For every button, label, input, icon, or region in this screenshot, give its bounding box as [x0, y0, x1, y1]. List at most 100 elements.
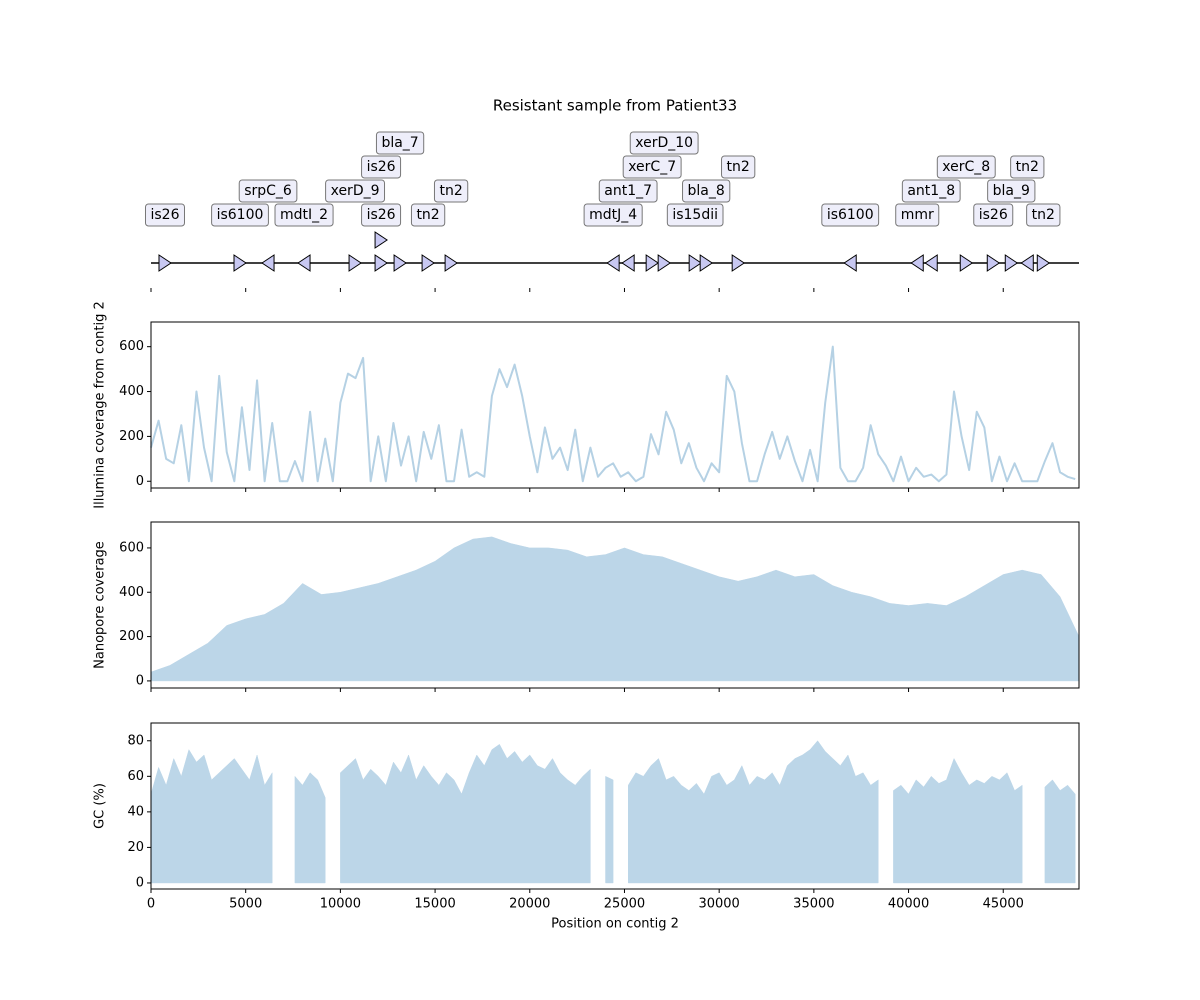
- x-tick-label: 5000: [229, 897, 262, 912]
- gene-label-box: [583, 203, 643, 227]
- gene-label: xerC_8: [942, 159, 990, 175]
- gene-marker: [297, 254, 311, 272]
- gene-label-box: [682, 179, 731, 203]
- x-tick-label: 25000: [604, 897, 645, 912]
- gene-label: is6100: [827, 207, 874, 223]
- gene-label-box: [410, 203, 446, 227]
- gene-label-box: [211, 203, 269, 227]
- x-tick-label: 0: [147, 897, 155, 912]
- y-tick-label: 600: [119, 540, 144, 555]
- gene-label-box: [325, 179, 386, 203]
- y-tick-label: 0: [136, 474, 144, 489]
- gene-label-box: [375, 131, 425, 155]
- y-tick-label: 0: [136, 673, 144, 688]
- gene-label: is26: [367, 159, 396, 175]
- gene-label: mdtJ_4: [589, 207, 637, 223]
- x-tick-label: 45000: [983, 897, 1024, 912]
- gene-label: ant1_7: [604, 183, 652, 199]
- gene-marker: [688, 254, 703, 272]
- gene-marker: [657, 254, 672, 272]
- gene-label-box: [895, 203, 940, 227]
- y-tick-label: 60: [127, 769, 144, 784]
- gene-marker: [393, 254, 407, 272]
- x-tick-label: 30000: [698, 897, 739, 912]
- gene-label-box: [598, 179, 658, 203]
- gene-label: bla_9: [993, 183, 1030, 199]
- gene-label-box: [622, 155, 682, 179]
- axes-frame: [150, 321, 1080, 489]
- gene-label: xerD_10: [635, 135, 693, 151]
- gene-label: tn2: [1016, 159, 1039, 175]
- gene-marker: [910, 254, 924, 272]
- gene-label: tn2: [439, 183, 462, 199]
- gene-marker: [1036, 254, 1051, 272]
- gene-label-box: [274, 203, 334, 227]
- gene-label: ant1_8: [907, 183, 955, 199]
- gene-label: xerD_9: [331, 183, 380, 199]
- x-tick-label: 40000: [888, 897, 929, 912]
- gene-marker: [348, 254, 362, 272]
- gene-label-box: [721, 155, 756, 179]
- gene-label-box: [238, 179, 298, 203]
- axes-frame: [150, 722, 1080, 890]
- gene-label-box: [144, 203, 185, 227]
- gene-marker: [421, 254, 435, 272]
- gene-marker: [444, 254, 459, 272]
- y-tick-label: 200: [119, 629, 144, 644]
- x-tick-label: 15000: [414, 897, 455, 912]
- gene-marker: [261, 254, 275, 272]
- gene-marker: [1020, 254, 1034, 272]
- gene-label-box: [973, 203, 1014, 227]
- y-axis-label: Nanopore coverage: [93, 541, 108, 669]
- gene-label: tn2: [1032, 207, 1055, 223]
- y-axis-label: Illumina coverage from contig 2: [93, 301, 108, 509]
- y-tick-label: 40: [127, 804, 144, 819]
- x-tick-label: 35000: [793, 897, 834, 912]
- line: [150, 345, 1076, 483]
- gene-label: mmr: [901, 207, 934, 223]
- y-tick-label: 200: [119, 429, 144, 444]
- gene-label-box: [361, 203, 402, 227]
- gene-label-box: [936, 155, 996, 179]
- gene-label: bla_8: [688, 183, 725, 199]
- gene-marker: [699, 254, 714, 272]
- gene-label-box: [361, 155, 402, 179]
- gene-marker: [731, 254, 746, 272]
- gene-label: tn2: [416, 207, 439, 223]
- gene-marker: [233, 254, 247, 272]
- x-axis-label: Position on contig 2: [551, 917, 679, 932]
- gene-marker: [645, 254, 660, 272]
- area: [150, 740, 1076, 884]
- gene-label: xerC_7: [628, 159, 676, 175]
- y-tick-label: 600: [119, 339, 144, 354]
- gene-marker: [924, 254, 938, 272]
- gene-marker: [374, 254, 388, 272]
- y-tick-label: 400: [119, 585, 144, 600]
- gene-label-box: [666, 203, 724, 227]
- gene-marker: [621, 254, 635, 272]
- gene-marker: [1004, 254, 1019, 272]
- x-tick-label: 20000: [509, 897, 550, 912]
- y-tick-label: 400: [119, 384, 144, 399]
- gene-label-box: [629, 131, 699, 155]
- gene-marker: [959, 254, 974, 272]
- y-tick-label: 0: [136, 875, 144, 890]
- y-tick-label: 20: [127, 840, 144, 855]
- gene-label-box: [901, 179, 961, 203]
- axes-frame: [150, 521, 1080, 689]
- gene-marker: [606, 254, 620, 272]
- gene-label: is26: [367, 207, 396, 223]
- y-axis-label: GC (%): [93, 783, 108, 829]
- gene-label: is15dii: [672, 207, 718, 223]
- gene-label-box: [821, 203, 880, 227]
- gene-label-box: [987, 179, 1036, 203]
- gene-label: is26: [979, 207, 1008, 223]
- chart-title: Resistant sample from Patient33: [493, 97, 737, 115]
- area: [150, 536, 1080, 682]
- gene-marker: [374, 231, 388, 249]
- gene-label: is6100: [217, 207, 264, 223]
- y-tick-label: 80: [127, 733, 144, 748]
- gene-marker: [986, 254, 1001, 272]
- gene-label-box: [1010, 155, 1045, 179]
